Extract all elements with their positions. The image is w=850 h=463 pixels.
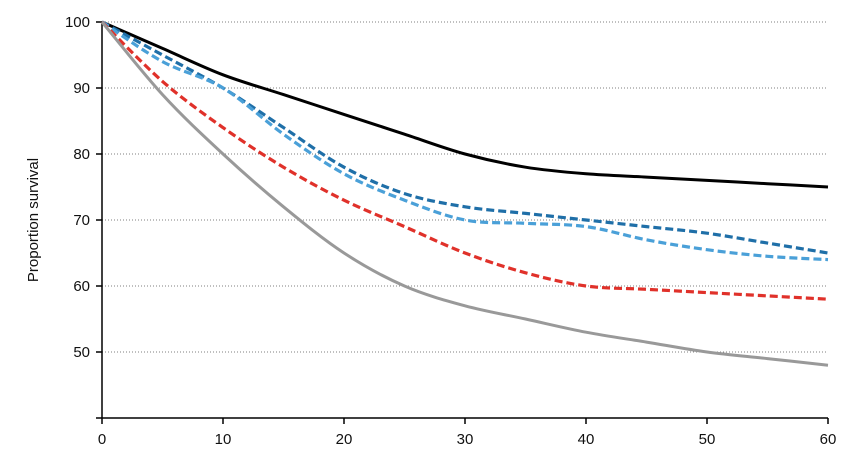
- series-line-5: [100, 21, 829, 367]
- series-line-1: [101, 20, 829, 189]
- y-tick-label-90: 90: [73, 80, 90, 97]
- y-tick-label-60: 60: [73, 278, 90, 295]
- y-tick-label-50: 50: [73, 344, 90, 361]
- x-tick-label-60: 60: [820, 431, 837, 448]
- x-tick-label-10: 10: [215, 431, 232, 448]
- x-tick-label-40: 40: [578, 431, 595, 448]
- series-line-2: [101, 20, 829, 255]
- y-tick-label-70: 70: [73, 212, 90, 229]
- series-line-3: [101, 20, 829, 262]
- y-axis-title: Proportion survival: [25, 158, 42, 282]
- series-lines: [100, 20, 829, 367]
- x-tick-label-0: 0: [98, 431, 106, 448]
- y-tick-label-80: 80: [73, 146, 90, 163]
- x-tick-label-30: 30: [457, 431, 474, 448]
- series-line-4: [100, 20, 829, 301]
- x-tick-label-50: 50: [699, 431, 716, 448]
- x-tick-label-20: 20: [336, 431, 353, 448]
- ticks: 50 60 70 80 90 100 0 10 20 30 40 50 60: [65, 14, 836, 448]
- y-tick-label-100: 100: [65, 14, 90, 31]
